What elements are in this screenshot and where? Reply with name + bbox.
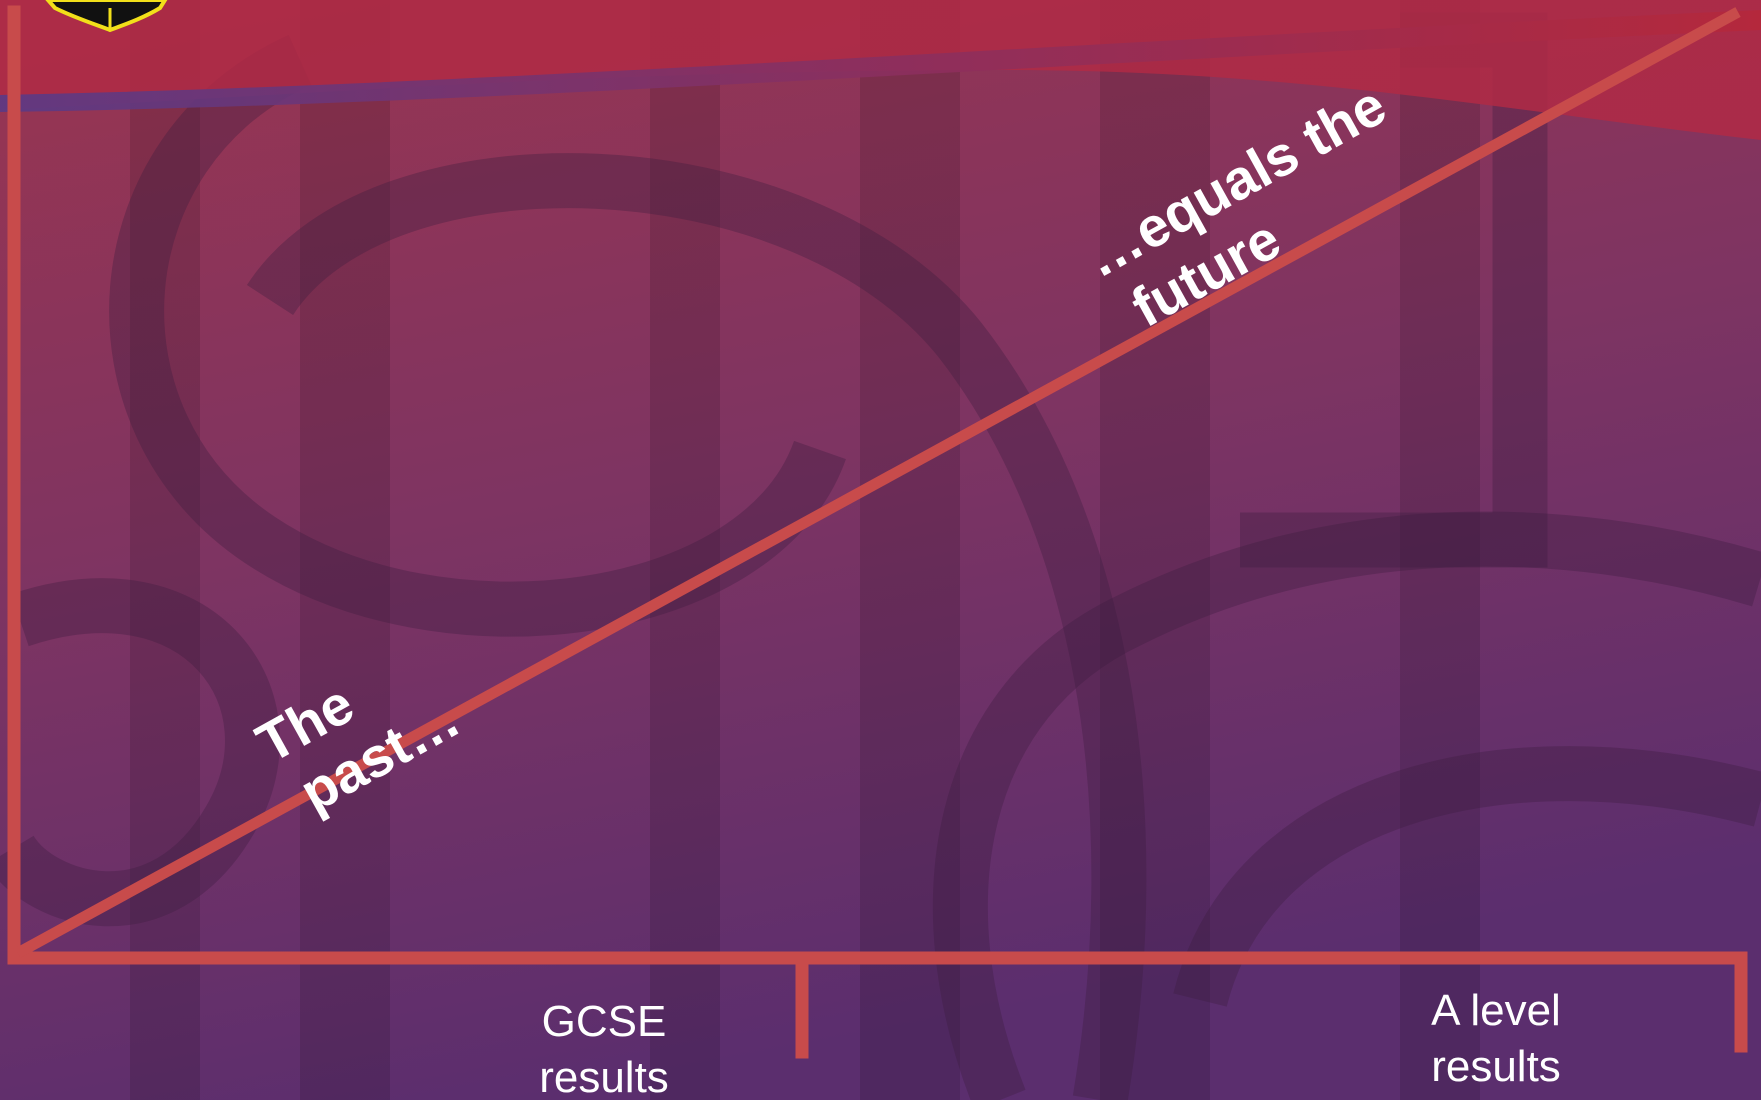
axis-label: A level <box>1431 986 1561 1035</box>
axis-label: results <box>539 1053 669 1100</box>
axis-label: results <box>1431 1042 1561 1091</box>
background <box>0 0 1761 1100</box>
slide: The past… …equals the future GCSE result… <box>0 0 1761 1100</box>
axis-label: GCSE <box>542 997 667 1046</box>
